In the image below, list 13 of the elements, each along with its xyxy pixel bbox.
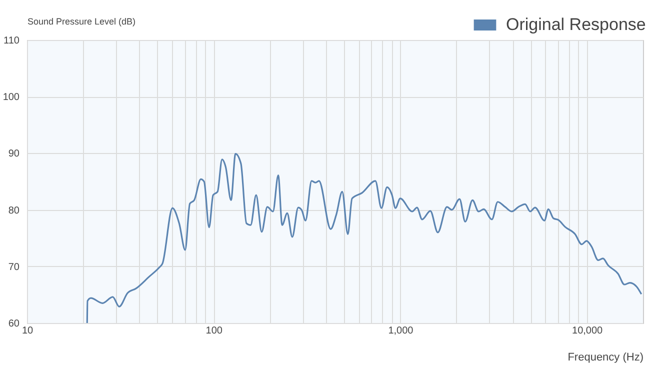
x-axis-title: Frequency (Hz) xyxy=(568,352,644,364)
x-tick-label: 100 xyxy=(206,326,223,336)
y-tick-label: 70 xyxy=(8,262,20,273)
legend-label: Original Response xyxy=(506,15,646,34)
y-tick-label: 60 xyxy=(8,318,20,330)
y-tick-label: 80 xyxy=(8,205,20,216)
x-tick-label: 10,000 xyxy=(572,326,604,336)
y-tick-label: 110 xyxy=(4,36,20,46)
x-tick-label: 10 xyxy=(22,326,34,336)
y-tick-label: 90 xyxy=(8,148,20,160)
y-tick-label: 100 xyxy=(2,92,20,104)
y-axis-title: Sound Pressure Level (dB) xyxy=(28,16,136,26)
x-tick-label: 1,000 xyxy=(388,326,414,336)
